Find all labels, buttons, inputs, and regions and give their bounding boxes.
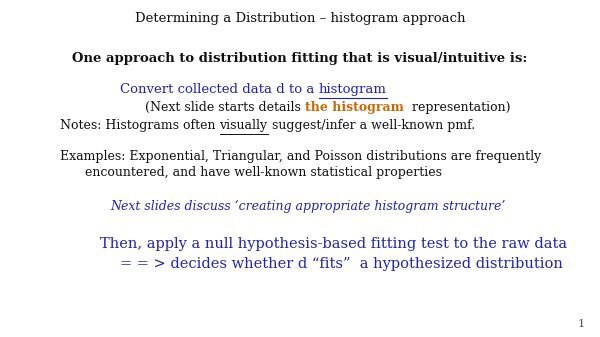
Text: encountered, and have well-known statistical properties: encountered, and have well-known statist… <box>85 166 442 179</box>
Text: Determining a Distribution – histogram approach: Determining a Distribution – histogram a… <box>135 12 465 25</box>
Text: representation): representation) <box>404 101 510 114</box>
Text: the histogram: the histogram <box>305 101 404 114</box>
Text: One approach to distribution fitting that is visual/intuitive is:: One approach to distribution fitting tha… <box>73 52 527 65</box>
Text: (Next slide starts details: (Next slide starts details <box>145 101 305 114</box>
Text: Examples: Exponential, Triangular, and Poisson distributions are frequently: Examples: Exponential, Triangular, and P… <box>60 150 541 163</box>
Text: histogram: histogram <box>319 83 386 96</box>
Text: Next slides discuss ‘creating appropriate histogram structure’: Next slides discuss ‘creating appropriat… <box>110 200 505 213</box>
Text: Convert collected data d to a: Convert collected data d to a <box>120 83 319 96</box>
Text: 1: 1 <box>578 319 585 329</box>
Text: Then, apply a null hypothesis-based fitting test to the raw data: Then, apply a null hypothesis-based fitt… <box>100 237 567 251</box>
Text: suggest/infer a well-known pmf.: suggest/infer a well-known pmf. <box>268 119 475 132</box>
Text: Notes: Histograms often: Notes: Histograms often <box>60 119 220 132</box>
Text: visually: visually <box>220 119 268 132</box>
Text: = = > decides whether d “fits”  a hypothesized distribution: = = > decides whether d “fits” a hypothe… <box>120 257 563 271</box>
